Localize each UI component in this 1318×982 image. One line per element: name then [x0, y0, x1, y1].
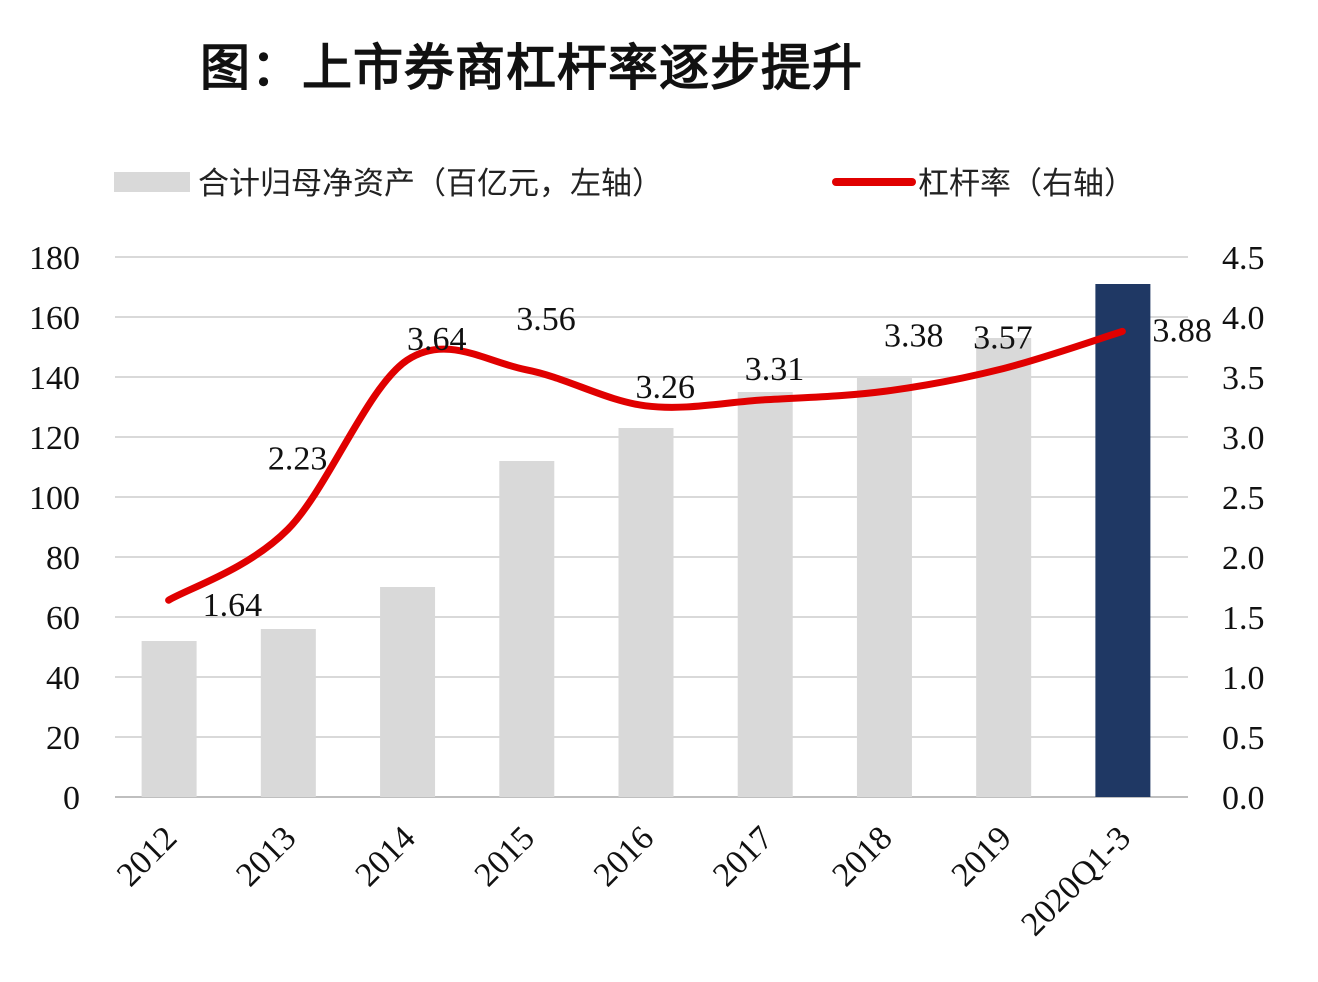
right-tick-label: 1.5: [1222, 600, 1265, 637]
left-tick-label: 140: [29, 360, 80, 397]
bar: [976, 338, 1032, 797]
bar: [499, 461, 555, 797]
data-label: 3.88: [1152, 312, 1212, 349]
x-tick-label: 2012: [110, 819, 184, 893]
bar: [260, 629, 316, 797]
x-tick-label: 2016: [587, 819, 661, 893]
data-label: 3.38: [884, 317, 944, 354]
legend-line-label: 杠杆率（右轴）: [918, 166, 1135, 202]
x-tick-label: 2015: [468, 819, 542, 893]
bar: [856, 377, 912, 797]
data-label: 3.31: [745, 351, 805, 388]
x-tick-label: 2019: [945, 819, 1019, 893]
left-tick-label: 20: [46, 720, 80, 757]
bar: [1095, 284, 1151, 797]
x-tick-label: 2014: [348, 819, 422, 893]
data-label: 3.64: [407, 321, 467, 358]
right-tick-label: 3.0: [1222, 420, 1265, 457]
right-tick-label: 0.0: [1222, 780, 1265, 817]
left-tick-label: 180: [29, 240, 80, 277]
left-tick-label: 0: [63, 780, 80, 817]
right-tick-label: 4.0: [1222, 300, 1265, 337]
left-tick-label: 100: [29, 480, 80, 517]
data-label: 3.26: [636, 369, 696, 406]
bar: [737, 392, 793, 797]
data-label: 3.57: [973, 320, 1033, 357]
right-tick-label: 2.5: [1222, 480, 1265, 517]
legend-bar-label: 合计归母净资产（百亿元，左轴）: [198, 166, 663, 202]
bar: [141, 641, 197, 797]
right-tick-label: 2.0: [1222, 540, 1265, 577]
left-tick-label: 160: [29, 300, 80, 337]
right-tick-label: 4.5: [1222, 240, 1265, 277]
data-label: 1.64: [203, 587, 263, 624]
left-tick-label: 80: [46, 540, 80, 577]
right-tick-label: 3.5: [1222, 360, 1265, 397]
right-tick-label: 1.0: [1222, 660, 1265, 697]
left-tick-label: 40: [46, 660, 80, 697]
legend-bar-swatch: [114, 172, 190, 192]
bar: [380, 587, 436, 797]
right-tick-label: 0.5: [1222, 720, 1265, 757]
left-tick-label: 120: [29, 420, 80, 457]
chart-title: 图：上市券商杠杆率逐步提升: [200, 39, 863, 97]
x-tick-label: 2017: [706, 819, 780, 893]
x-tick-label: 2020Q1-3: [1014, 819, 1138, 943]
data-label: 3.56: [516, 301, 576, 338]
x-tick-label: 2018: [825, 819, 899, 893]
bar: [618, 428, 674, 797]
leverage-line: [165, 327, 1126, 604]
data-label: 2.23: [268, 440, 328, 477]
x-tick-label: 2013: [229, 819, 303, 893]
left-tick-label: 60: [46, 600, 80, 637]
